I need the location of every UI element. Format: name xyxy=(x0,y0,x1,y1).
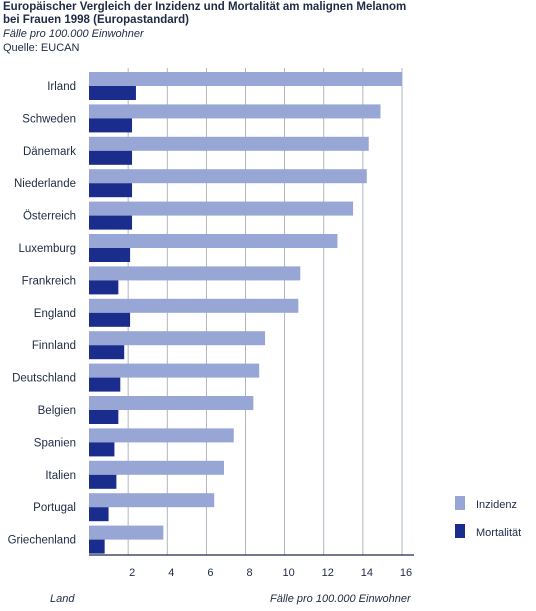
x-tick-label-4: 4 xyxy=(168,567,174,579)
bar-inzidenz-0 xyxy=(89,72,402,86)
x-tick-label-6: 6 xyxy=(207,567,213,579)
bar-inzidenz-9 xyxy=(89,363,260,378)
legend-label-1: Mortalität xyxy=(476,527,521,539)
x-tick-label-12: 12 xyxy=(322,567,334,579)
chart-subtitle: Fälle pro 100.000 Einwohner xyxy=(3,28,144,40)
bar-inzidenz-13 xyxy=(89,493,215,508)
bar-mortalitaet-9 xyxy=(89,377,121,392)
bar-mortalitaet-10 xyxy=(89,410,119,424)
x-axis-title: Fälle pro 100.000 Einwohner xyxy=(270,593,412,605)
y-axis-title: Land xyxy=(50,593,75,605)
bar-inzidenz-14 xyxy=(89,525,164,540)
bar-inzidenz-4 xyxy=(89,201,354,216)
category-labels: Irland Schweden Dänemark Niederlande Österre… xyxy=(8,81,77,547)
x-tick-label-2: 2 xyxy=(129,567,135,579)
x-tick-labels: 2 4 6 8 10 12 14 16 xyxy=(129,567,412,579)
bar-inzidenz-1 xyxy=(89,104,381,119)
bar-inzidenz-8 xyxy=(89,331,266,346)
x-tick-label-14: 14 xyxy=(361,567,373,579)
bar-mortalitaet-13 xyxy=(89,507,109,522)
bar-mortalitaet-11 xyxy=(89,442,115,457)
bar-mortalitaet-14 xyxy=(89,539,105,554)
chart-title-line-2: bei Frauen 1998 (Europastandard) xyxy=(3,14,189,26)
x-tick-label-8: 8 xyxy=(246,567,252,579)
bar-mortalitaet-3 xyxy=(89,183,133,198)
category-label-10: Belgien xyxy=(38,405,76,417)
category-label-3: Niederlande xyxy=(14,178,76,190)
bar-mortalitaet-7 xyxy=(89,312,131,327)
category-label-1: Schweden xyxy=(22,113,76,125)
x-tick-label-16: 16 xyxy=(400,567,412,579)
category-label-11: Spanien xyxy=(34,437,76,449)
category-label-14: Griechenland xyxy=(8,535,76,547)
bar-mortalitaet-4 xyxy=(89,215,133,230)
chart-header: Europäischer Vergleich der Inzidenz und … xyxy=(3,1,523,55)
x-tick-label-10: 10 xyxy=(283,567,295,579)
chart-title-line-1: Europäischer Vergleich der Inzidenz und … xyxy=(3,1,407,13)
legend: Inzidenz Mortalität xyxy=(455,496,521,539)
bar-mortalitaet-2 xyxy=(89,150,133,165)
legend-swatch-1 xyxy=(455,524,465,538)
category-label-2: Dänemark xyxy=(23,146,76,158)
category-label-8: Finnland xyxy=(32,340,76,352)
bar-mortalitaet-6 xyxy=(89,280,119,295)
bar-inzidenz-3 xyxy=(89,169,367,184)
bar-mortalitaet-0 xyxy=(89,86,136,100)
bar-inzidenz-6 xyxy=(89,266,301,281)
bar-inzidenz-5 xyxy=(89,234,338,248)
legend-swatch-0 xyxy=(455,496,465,510)
bar-inzidenz-11 xyxy=(89,428,234,443)
bar-mortalitaet-8 xyxy=(89,345,125,360)
bar-mortalitaet-5 xyxy=(89,248,131,262)
chart-source: Quelle: EUCAN xyxy=(3,42,80,54)
category-label-12: Italien xyxy=(45,470,76,482)
bar-mortalitaet-1 xyxy=(89,118,133,133)
category-label-13: Portugal xyxy=(33,502,76,514)
bars xyxy=(89,72,402,554)
bar-inzidenz-2 xyxy=(89,136,369,151)
category-label-9: Deutschland xyxy=(12,373,76,385)
bar-inzidenz-10 xyxy=(89,396,254,410)
category-label-5: Luxemburg xyxy=(18,243,76,255)
category-label-0: Irland xyxy=(47,81,76,93)
bar-mortalitaet-12 xyxy=(89,474,117,489)
legend-label-0: Inzidenz xyxy=(476,499,517,511)
category-label-6: Frankreich xyxy=(22,275,76,287)
category-label-7: England xyxy=(34,308,76,320)
bar-inzidenz-7 xyxy=(89,298,299,313)
category-label-4: Österreich xyxy=(23,211,76,223)
bar-inzidenz-12 xyxy=(89,460,224,475)
